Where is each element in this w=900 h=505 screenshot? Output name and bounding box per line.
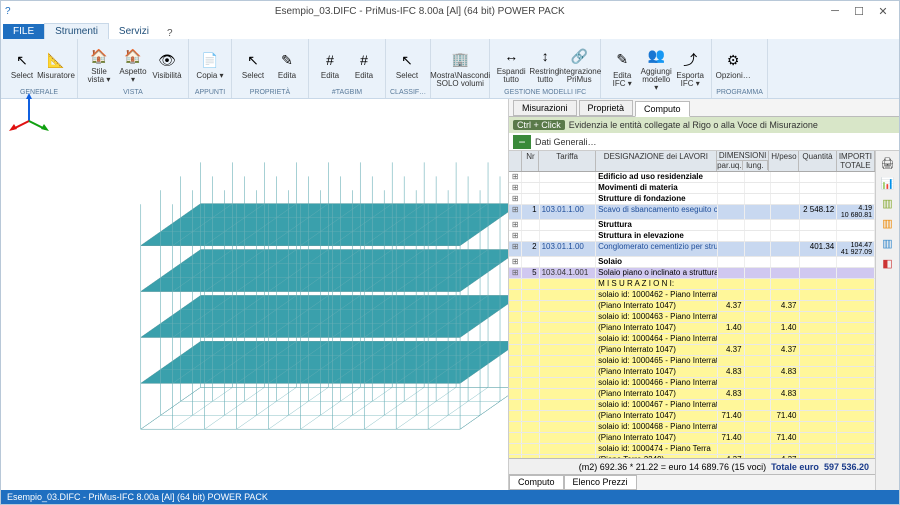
- ribbon-btn[interactable]: 🏢Mostra\Nascondi SOLO volumi: [435, 41, 485, 96]
- ribbon-btn[interactable]: ⚙Opzioni…: [716, 41, 750, 89]
- ribbon-btn[interactable]: ↖Select: [390, 41, 424, 89]
- table-row[interactable]: solaio id: 1000463 - Piano Interrato: [509, 312, 875, 323]
- table-row[interactable]: ⊞5103.04.1.001Solaio piano o inclinato a…: [509, 268, 875, 279]
- table-row[interactable]: (Piano Interrato 1047)71.4071.40: [509, 411, 875, 422]
- side-button[interactable]: 🖨: [879, 155, 897, 171]
- ribbon-btn[interactable]: 👥Aggiungi modello ▾: [639, 41, 673, 96]
- title-bar: ? Esempio_03.DIFC - PriMus-IFC 8.00a [Al…: [1, 1, 899, 21]
- table-row[interactable]: (Piano Interrato 1047)4.374.37: [509, 345, 875, 356]
- status-bar: Esempio_03.DIFC - PriMus-IFC 8.00a [Al] …: [1, 490, 899, 504]
- 3d-viewport[interactable]: [1, 99, 509, 490]
- grid-body[interactable]: ⊞Edificio ad uso residenziale⊞Movimenti …: [509, 172, 875, 458]
- ribbon-btn[interactable]: 👁Visibilità: [150, 41, 184, 89]
- grid-header: Nr Tariffa DESIGNAZIONE dei LAVORI DIMEN…: [509, 151, 875, 172]
- total-bar: (m2) 692.36 * 21.22 = euro 14 689.76 (15…: [509, 458, 875, 474]
- table-row[interactable]: ⊞Strutture di fondazione: [509, 194, 875, 205]
- table-row[interactable]: ⊞Movimenti di materia: [509, 183, 875, 194]
- side-button[interactable]: ◧: [879, 255, 897, 271]
- table-row[interactable]: ⊞Edificio ad uso residenziale: [509, 172, 875, 183]
- table-row[interactable]: solaio id: 1000474 - Piano Terra: [509, 444, 875, 455]
- ribbon-tabs: FILE Strumenti Servizi ?: [1, 21, 899, 39]
- ribbon: ↖Select📐MisuratoreGENERALE🏠Stile vista ▾…: [1, 39, 899, 99]
- ribbon-btn[interactable]: ↖Select: [5, 41, 39, 89]
- ribbon-btn[interactable]: 📄Copia ▾: [193, 41, 227, 89]
- right-panel: Misurazioni Proprietà Computo Ctrl + Cli…: [509, 99, 899, 490]
- hint-text: Evidenzia le entità collegate al Rigo o …: [569, 120, 818, 130]
- help-icon-2[interactable]: ?: [167, 28, 173, 39]
- axis-gizmo-icon: [9, 91, 516, 482]
- table-row[interactable]: ⊞1103.01.1.00Scavo di sbancamento esegui…: [509, 205, 875, 220]
- table-row[interactable]: ⊞Struttura in elevazione: [509, 231, 875, 242]
- ribbon-btn[interactable]: ↔Espandi tutto: [494, 41, 528, 89]
- table-row[interactable]: solaio id: 1000468 - Piano Interrato: [509, 422, 875, 433]
- table-row[interactable]: solaio id: 1000462 - Piano Interrato: [509, 290, 875, 301]
- table-row[interactable]: ⊞2103.01.1.00Conglomerato cementizio per…: [509, 242, 875, 257]
- ribbon-btn[interactable]: 🔗Integrazione PriMus: [562, 41, 596, 89]
- table-row[interactable]: (Piano Interrato 1047)71.4071.40: [509, 433, 875, 444]
- tool-row: − Dati Generali…: [509, 133, 899, 151]
- table-row[interactable]: solaio id: 1000466 - Piano Interrato: [509, 378, 875, 389]
- side-button[interactable]: 📊: [879, 175, 897, 191]
- table-row[interactable]: (Piano Interrato 1047)4.834.83: [509, 367, 875, 378]
- status-text: Esempio_03.DIFC - PriMus-IFC 8.00a [Al] …: [7, 492, 268, 502]
- side-button[interactable]: ▥: [879, 235, 897, 251]
- dati-generali[interactable]: Dati Generali…: [535, 137, 597, 147]
- tab-computo[interactable]: Computo: [635, 101, 690, 117]
- window-title: Esempio_03.DIFC - PriMus-IFC 8.00a [Al] …: [17, 6, 823, 17]
- table-row[interactable]: solaio id: 1000467 - Piano Interrato: [509, 400, 875, 411]
- minimize-button[interactable]: ─: [823, 3, 847, 19]
- bottom-tabs: Computo Elenco Prezzi: [509, 474, 875, 490]
- ribbon-btn[interactable]: ↖Select: [236, 41, 270, 89]
- tab-misurazioni[interactable]: Misurazioni: [513, 100, 577, 116]
- table-row[interactable]: (Piano Interrato 1047)4.374.37: [509, 301, 875, 312]
- tab-strumenti[interactable]: Strumenti: [44, 23, 109, 39]
- btab-elenco-prezzi[interactable]: Elenco Prezzi: [564, 475, 637, 490]
- ribbon-btn[interactable]: 🏠Stile vista ▾: [82, 41, 116, 89]
- ribbon-btn[interactable]: ✎Edita: [270, 41, 304, 89]
- table-row[interactable]: solaio id: 1000464 - Piano Interrato: [509, 334, 875, 345]
- tab-servizi[interactable]: Servizi: [109, 24, 159, 39]
- ribbon-btn[interactable]: ⤴Esporta IFC ▾: [673, 41, 707, 96]
- help-icon[interactable]: ?: [5, 6, 11, 17]
- table-row[interactable]: solaio id: 1000465 - Piano Interrato: [509, 356, 875, 367]
- ribbon-btn[interactable]: 🏠Aspetto ▾: [116, 41, 150, 89]
- hint-bar: Ctrl + Click Evidenzia le entità collega…: [509, 117, 899, 133]
- table-row[interactable]: (Piano Interrato 1047)4.834.83: [509, 389, 875, 400]
- maximize-button[interactable]: ☐: [847, 3, 871, 19]
- table-row[interactable]: ⊞Struttura: [509, 220, 875, 231]
- ribbon-btn[interactable]: #Edita: [313, 41, 347, 89]
- ribbon-btn[interactable]: #Edita: [347, 41, 381, 89]
- side-buttons: 🖨 📊 ▥ ▥ ▥ ◧: [875, 151, 899, 490]
- side-button[interactable]: ▥: [879, 195, 897, 211]
- ribbon-btn[interactable]: ✎Edita IFC ▾: [605, 41, 639, 96]
- table-row[interactable]: ⊞Solaio: [509, 257, 875, 268]
- close-button[interactable]: ✕: [871, 3, 895, 19]
- btab-computo[interactable]: Computo: [509, 475, 564, 490]
- side-button[interactable]: ▥: [879, 215, 897, 231]
- table-row[interactable]: (Piano Interrato 1047)1.401.40: [509, 323, 875, 334]
- tab-file[interactable]: FILE: [3, 24, 44, 39]
- table-row[interactable]: M I S U R A Z I O N I:: [509, 279, 875, 290]
- panel-tabs: Misurazioni Proprietà Computo: [509, 99, 899, 117]
- tab-proprieta[interactable]: Proprietà: [579, 100, 634, 116]
- ribbon-btn[interactable]: 📐Misuratore: [39, 41, 73, 89]
- hint-kbd: Ctrl + Click: [513, 120, 565, 130]
